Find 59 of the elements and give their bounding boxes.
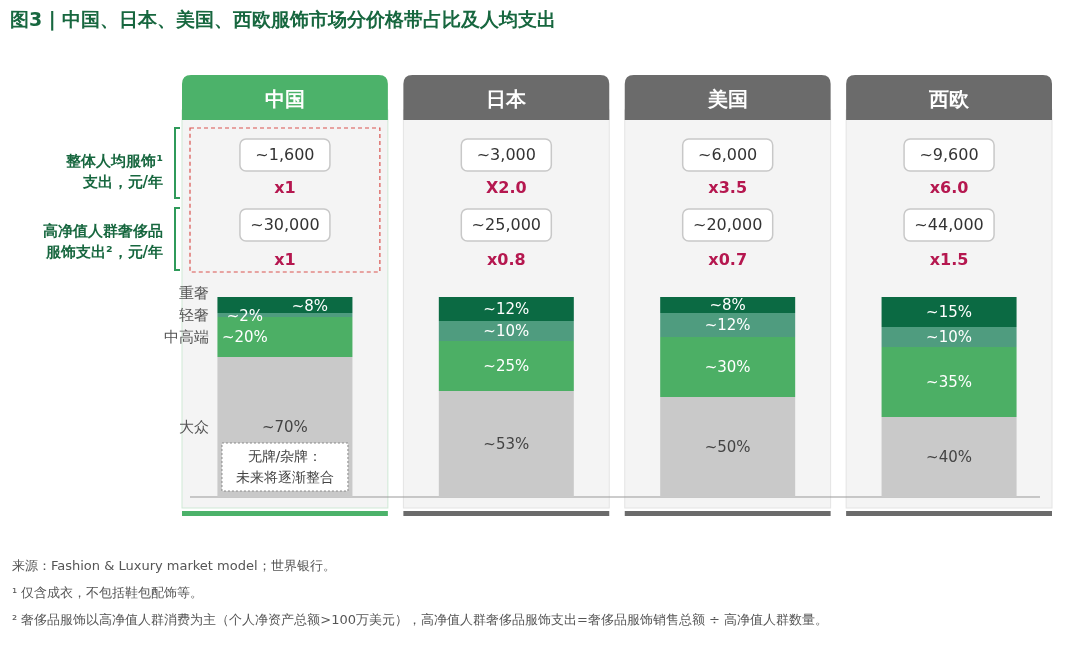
text: x6.0 [929, 177, 969, 197]
bar [438, 341, 574, 391]
text: x0.8 [486, 249, 526, 269]
series-label: 轻奢 [179, 305, 210, 324]
bar [660, 337, 796, 397]
data-label: ~15% [926, 302, 973, 321]
data-label: ~2% [226, 306, 264, 325]
data-label: ~50% [704, 437, 751, 456]
bar [881, 327, 1017, 347]
series-label: 中高端 [164, 327, 210, 346]
data-label: ~12% [483, 299, 530, 318]
text: x1 [274, 177, 296, 197]
data-label: ~8% [709, 295, 746, 314]
text: x1 [274, 249, 296, 269]
text: ~25,000 [471, 214, 542, 234]
text: ~20,000 [692, 214, 763, 234]
text: ~44,000 [914, 214, 984, 234]
data-label: ~30% [704, 357, 751, 376]
data-label: ~10% [926, 327, 973, 346]
x-tick-label: 中国 [264, 86, 305, 111]
annotation: 无牌/杂牌：未来将逐渐整合 [235, 447, 334, 485]
bar [881, 297, 1017, 327]
data-label: ~8% [291, 296, 329, 315]
x-tick-label: 西欧 [928, 86, 971, 111]
bar [438, 297, 574, 321]
bar [438, 391, 574, 497]
data-label: ~10% [483, 321, 530, 340]
text: ² 奢侈品服饰以高净值人群消费为主（个人净资产总额>100万美元），高净值人群奢侈品服饰支出=奢侈品服饰销售总额 ÷ 高净值人群数量。 [12, 611, 829, 627]
data-label: ~12% [704, 315, 751, 334]
text: ~1,600 [255, 144, 315, 164]
text: ¹ 仅含成衣，不包括鞋包配饰等。 [12, 584, 204, 600]
source-note: 来源：Fashion & Luxury market model；世界银行。 [12, 557, 336, 573]
data-label: ~40% [926, 447, 973, 466]
series-label: 大众 [179, 417, 210, 436]
bar [660, 397, 796, 497]
text: ~3,000 [476, 144, 536, 164]
data-label: ~25% [483, 356, 530, 375]
text: x1.5 [929, 249, 969, 269]
text: ~9,600 [919, 144, 979, 164]
text: 整体人均服饰¹支出，元/年 [65, 151, 163, 190]
x-tick-label: 日本 [486, 86, 528, 111]
text: ~30,000 [250, 214, 320, 234]
series-label: 重奢 [179, 283, 210, 302]
data-label: ~70% [261, 417, 308, 436]
text: 高净值人群奢侈品服饰支出²，元/年 [43, 221, 163, 260]
bar [660, 297, 796, 313]
text: x3.5 [708, 177, 748, 197]
data-label: ~35% [926, 372, 973, 391]
bar [660, 313, 796, 337]
bar [438, 321, 574, 341]
data-label: ~20% [221, 327, 268, 346]
text: ~6,000 [698, 144, 758, 164]
x-tick-label: 美国 [706, 86, 748, 111]
text: X2.0 [485, 177, 527, 197]
text: x0.7 [708, 249, 748, 269]
bar [881, 417, 1017, 497]
bar [881, 347, 1017, 417]
chart-title: 图3 | 中国、日本、美国、西欧服饰市场分价格带占比及人均支出 [10, 7, 557, 31]
data-label: ~53% [483, 434, 530, 453]
